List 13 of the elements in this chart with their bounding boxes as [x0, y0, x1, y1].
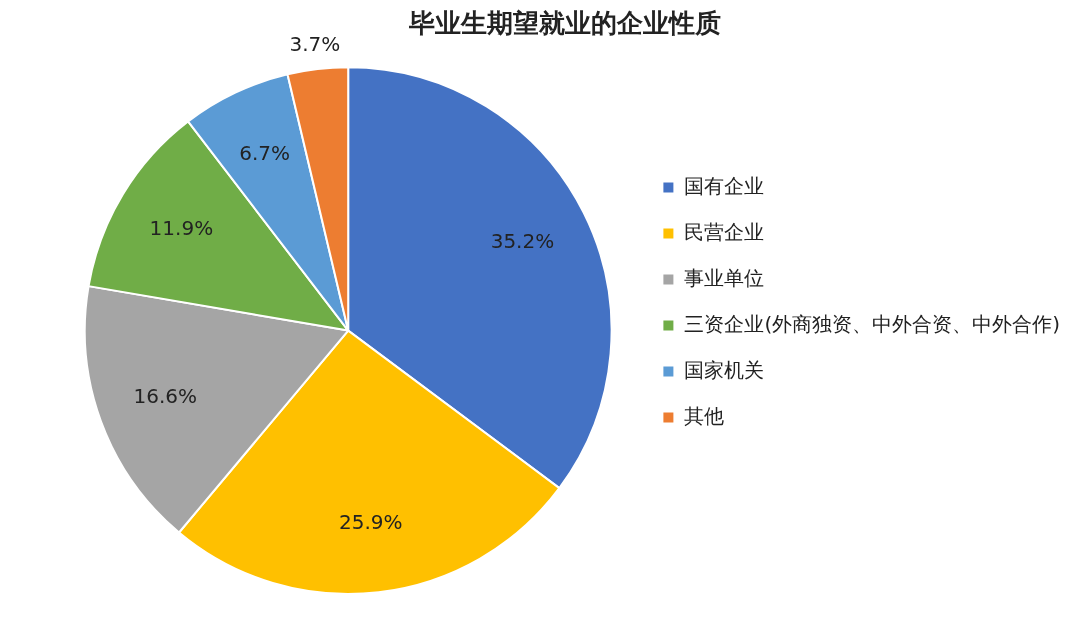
data-label: 11.9%: [149, 216, 214, 241]
data-label: 3.7%: [289, 31, 341, 56]
legend-label: 国有企业: [684, 173, 765, 198]
data-label: 16.6%: [133, 383, 197, 408]
legend-label: 三资企业(外商独资、中外合资、中外合作): [684, 311, 1060, 336]
chart-title: 毕业生期望就业的企业性质: [408, 8, 721, 39]
legend-label: 民营企业: [684, 219, 765, 244]
data-label: 25.9%: [339, 510, 403, 535]
data-label: 6.7%: [239, 140, 291, 165]
legend-label: 其他: [684, 403, 725, 428]
data-label: 35.2%: [490, 229, 555, 254]
legend-label: 事业单位: [684, 265, 765, 290]
legend-label: 国家机关: [684, 357, 765, 382]
